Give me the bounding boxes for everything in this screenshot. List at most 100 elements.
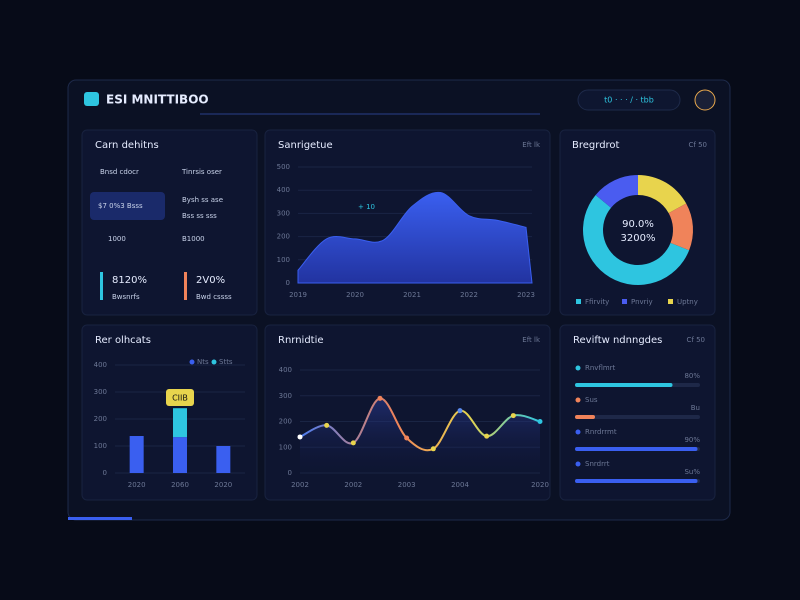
status-pill[interactable] [577,89,681,111]
x-tick-label: 2002 [344,481,362,489]
tooltip-text: CIIB [172,394,188,403]
y-tick-label: 0 [286,279,290,287]
progress-side: 90% [684,436,700,444]
x-tick-label: 2020 [531,481,549,489]
panel-tag: Eft lk [522,141,541,149]
panel-title: Rnrnidtie [278,335,324,346]
stat-bar [184,272,187,300]
point [537,419,543,424]
line-fill [300,398,540,473]
y-tick-label: 0 [103,469,107,477]
app-title: ESI MNITTIBOO [106,93,209,107]
progress-track [575,415,700,419]
point [324,422,330,428]
progress-dot [575,397,581,403]
y-tick-label: 400 [94,361,107,369]
stat-text: 2V0% [196,275,225,286]
stat-text: 8120% [112,275,147,286]
point [350,440,356,446]
progress-bar [575,447,698,451]
x-tick-label: 2019 [289,291,307,299]
stat-text: Bysh ss ase [182,196,223,204]
frame-accent [68,517,132,520]
point [457,408,463,414]
panel-title: Reviftw ndnngdes [573,335,662,346]
pie-slice [668,203,693,251]
progress-label: Snrdrrt [585,460,610,468]
bar [216,446,231,473]
avatar[interactable] [694,89,716,111]
progress-bar [575,479,698,483]
legend-dot [211,359,217,365]
stat-highlight [90,192,165,220]
x-tick-label: 2060 [171,481,189,489]
bar [173,437,187,473]
x-tick-label: 2020 [346,291,364,299]
panel-title: Carn dehitns [95,140,159,151]
y-tick-label: 200 [277,233,290,241]
pie-slice [638,175,687,214]
tooltip [166,389,194,406]
progress-dot [575,461,581,467]
y-tick-label: 100 [94,442,107,450]
point [297,434,303,440]
progress-label: Rnrdrrmt [585,428,617,436]
y-tick-label: 500 [277,163,290,171]
stat-text: Tinrsis oser [181,168,222,176]
stat-text: Bss ss sss [182,212,217,220]
y-tick-label: 0 [288,469,292,477]
pie-slice [595,175,638,208]
center-label: 3200% [621,233,656,244]
progress-dot [575,365,581,371]
x-tick-label: 2022 [460,291,478,299]
bar [129,436,144,473]
stat-text: Bnsd cdocr [100,168,139,176]
legend-dot [189,359,195,365]
stat-text: Bwsnrfs [112,293,140,301]
y-tick-label: 200 [279,418,292,426]
pie-slice [582,194,690,285]
x-tick-label: 2002 [291,481,309,489]
x-tick-label: 2020 [128,481,146,489]
legend-swatch [576,299,581,304]
legend-label: Pnvriy [631,298,653,306]
panel-title: Sanrigetue [278,140,333,151]
y-tick-label: 300 [277,209,290,217]
annotation: + 10 [358,203,375,211]
panel-title: Bregrdrot [572,140,620,151]
y-tick-label: 300 [94,388,107,396]
legend-swatch [668,299,673,304]
x-tick-label: 2021 [403,291,421,299]
panel-title: Rer olhcats [95,335,151,346]
y-tick-label: 400 [277,186,290,194]
legend-label: Uptny [677,298,698,306]
area [297,191,533,284]
stat-text: B1000 [182,235,205,243]
y-tick-label: 400 [279,366,292,374]
progress-label: Rnvflmrt [585,364,616,372]
panel [559,324,716,501]
progress-bar [575,383,673,387]
point [377,395,383,401]
progress-bar [575,415,595,419]
progress-side: 80% [684,372,700,380]
progress-label: Sus [585,396,598,404]
bar [173,408,187,438]
center-label: 90.0% [622,219,654,230]
panel-tag: Cf 50 [687,336,705,344]
panel [264,324,551,501]
status-text: t0 · · · / · tbb [604,96,654,105]
line [299,397,541,452]
panel [81,129,258,316]
point [510,413,516,419]
logo [84,92,99,106]
x-tick-label: 2003 [398,481,416,489]
point [484,433,490,439]
progress-side: Bu [691,404,700,412]
y-tick-label: 100 [277,256,290,264]
legend-swatch [622,299,627,304]
stat-text: Bwd cssss [196,293,232,301]
stat-text: 1000 [108,235,126,243]
panel-tag: Eft lk [522,336,541,344]
